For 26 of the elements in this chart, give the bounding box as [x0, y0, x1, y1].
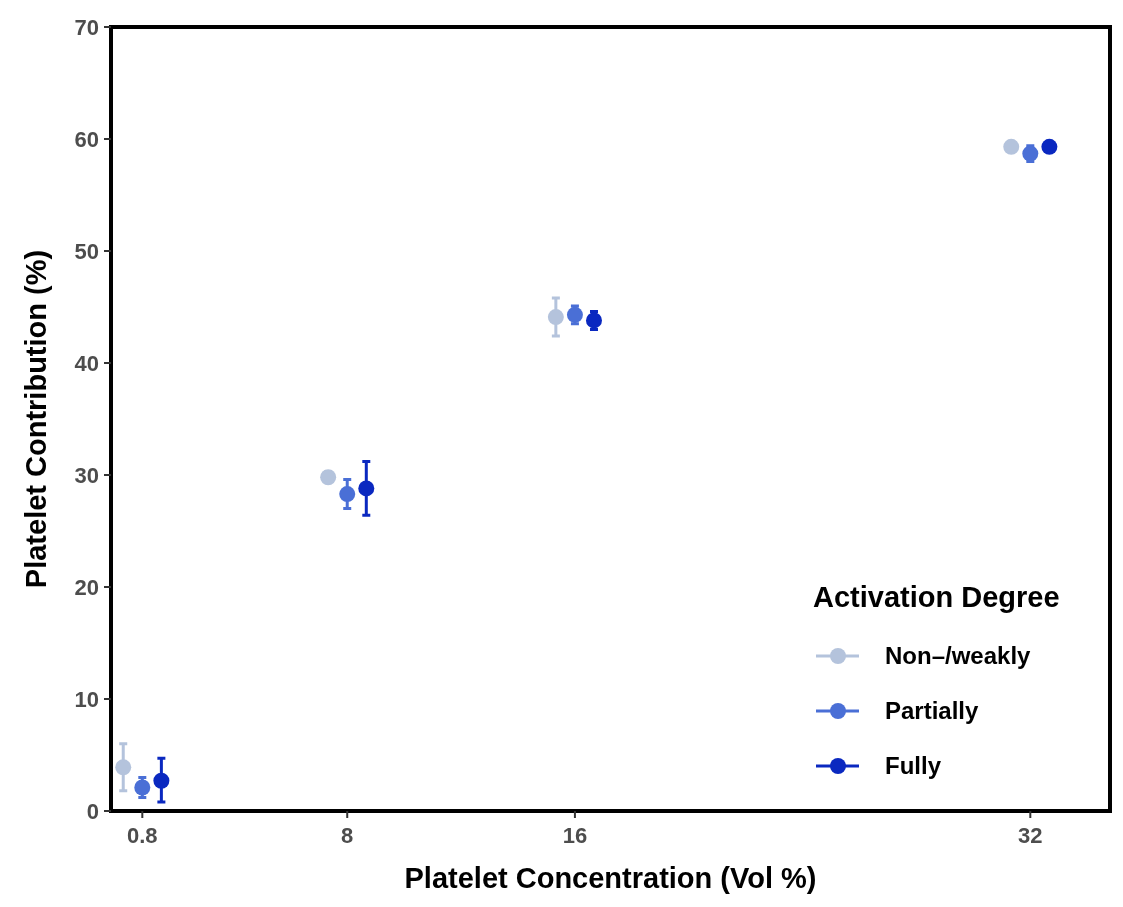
point — [358, 480, 375, 497]
x-axis-title: Platelet Concentration (Vol %) — [404, 862, 817, 894]
legend-title: Activation Degree — [813, 581, 1060, 613]
legend-label: Non–/weakly — [885, 642, 1032, 670]
x-tick-label: 0.8 — [127, 823, 158, 848]
y-tick-label: 10 — [74, 686, 99, 712]
y-tick-label: 40 — [74, 350, 99, 376]
point — [339, 486, 356, 503]
x-tick-label: 8 — [341, 823, 354, 848]
x-tick-label: 16 — [562, 823, 588, 848]
y-tick-label: 30 — [74, 462, 99, 488]
point — [1003, 138, 1020, 155]
x-tick-label: 32 — [1018, 823, 1043, 848]
y-tick-label: 50 — [74, 238, 99, 264]
y-axis-title: Platelet Contribution (%) — [20, 249, 52, 589]
legend-label: Partially — [885, 697, 980, 725]
y-tick-label: 60 — [74, 126, 99, 152]
legend-label: Fully — [885, 752, 942, 780]
point — [153, 772, 170, 789]
point — [547, 309, 564, 326]
y-tick-label: 70 — [74, 14, 99, 40]
point — [1041, 138, 1058, 155]
point — [115, 759, 132, 776]
y-tick-label: 0 — [86, 798, 99, 824]
y-tick-label: 20 — [74, 574, 99, 600]
point — [134, 779, 151, 796]
